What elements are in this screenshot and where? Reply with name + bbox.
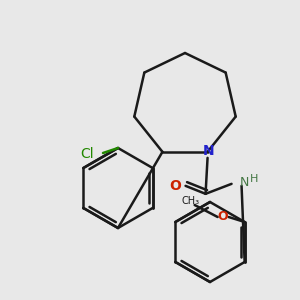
Text: O: O xyxy=(169,179,181,193)
Text: H: H xyxy=(250,174,258,184)
Text: CH₃: CH₃ xyxy=(182,196,200,206)
Text: N: N xyxy=(203,144,214,158)
Text: N: N xyxy=(240,176,249,189)
Text: Cl: Cl xyxy=(80,147,94,161)
Text: O: O xyxy=(217,211,228,224)
